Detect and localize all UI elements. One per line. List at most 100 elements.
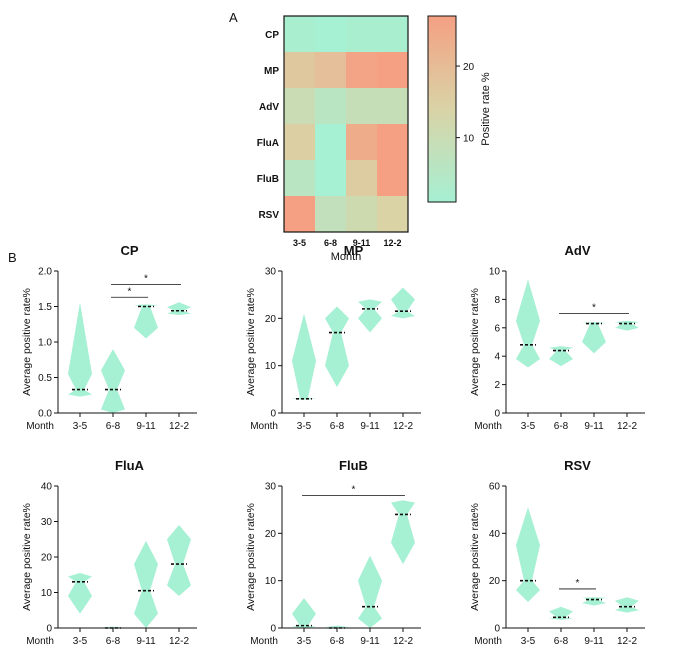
y-tick-label: 20: [489, 576, 501, 587]
y-tick-label: 20: [41, 553, 53, 564]
violin-shape: [549, 346, 573, 367]
x-tick-label: 3-5: [73, 421, 88, 432]
heatmap-cell: [284, 52, 316, 89]
heatmap-chart: CP MP AdV FluA FluB RSV 3-5 6-8 9-11 12-2 Month 20 1…: [257, 15, 492, 263]
heatmap-cell: [346, 16, 378, 53]
violin-shape: [167, 525, 191, 597]
heatmap-row-label: FluA: [257, 138, 279, 149]
heatmap-frame: [283, 15, 409, 233]
x-tick-label: 6-8: [106, 421, 121, 432]
violin-shape: [325, 306, 349, 387]
x-tick-label: 9-11: [136, 421, 156, 432]
y-tick-label: 10: [265, 576, 277, 587]
violin-shape: [516, 507, 540, 602]
heatmap-cell: [284, 88, 316, 125]
y-axis-title: Average positive rate%: [21, 503, 33, 611]
chart-title: FluA: [115, 458, 144, 473]
y-tick-label: 0: [494, 624, 500, 635]
violin-chart-cp: CP 0.0 0.5 1.0 1.5 2.0 3-5 6-8 9-11 12-2 Month Aver…: [21, 243, 197, 432]
y-tick-label: 0: [46, 624, 52, 635]
violin-chart-flua: FluA 0 10 20 30 40 3-5 6-8 9-11 12-2 Month Average …: [21, 458, 197, 647]
y-tick-label: 60: [489, 482, 501, 493]
y-axis-title: Average positive rate%: [469, 288, 481, 396]
violin-chart-flub: FluB 0 10 20 30 3-5 6-8 9-11 12-2 Month Average po…: [245, 458, 421, 647]
heatmap-cell: [284, 124, 316, 161]
x-tick-label: 6-8: [106, 636, 121, 647]
heatmap-cell: [377, 160, 409, 197]
x-tick-label: 12-2: [169, 421, 189, 432]
heatmap-cell: [377, 52, 409, 89]
y-tick-label: 0.5: [38, 373, 52, 384]
violin-shape: [615, 320, 639, 331]
colorbar-title: Positive rate %: [480, 72, 492, 146]
chart-title: MP: [344, 243, 364, 258]
y-tick-label: 8: [494, 295, 500, 306]
y-tick-label: 30: [265, 482, 277, 493]
y-tick-label: 2.0: [38, 267, 52, 278]
x-tick-label: 9-11: [584, 421, 604, 432]
y-tick-label: 0.0: [38, 409, 52, 420]
significance-marker: *: [352, 484, 356, 495]
heatmap-cell: [284, 16, 316, 53]
x-tick-label: 9-11: [136, 636, 156, 647]
violin-shape: [68, 572, 92, 614]
y-tick-label: 6: [494, 323, 500, 334]
y-axis-title: Average positive rate%: [469, 503, 481, 611]
violin-shape: [358, 555, 382, 628]
y-tick-label: 0: [494, 409, 500, 420]
violin-shape: [68, 302, 92, 397]
colorbar: [427, 15, 457, 203]
violin-shape: [549, 606, 573, 620]
x-tick-label: 12-2: [393, 636, 413, 647]
panel-a-label: A: [229, 10, 238, 25]
violin-shape: [582, 597, 606, 606]
y-tick-label: 10: [265, 361, 277, 372]
violin-shape: [391, 287, 415, 319]
y-tick-label: 4: [494, 352, 500, 363]
violin-shape: [167, 302, 191, 316]
heatmap-col-label: 6-8: [324, 238, 337, 248]
heatmap-cell: [346, 124, 378, 161]
y-tick-label: 20: [265, 529, 277, 540]
x-tick-label: 3-5: [521, 421, 536, 432]
heatmap-cell: [377, 196, 409, 233]
heatmap-cell: [284, 160, 316, 197]
y-tick-label: 10: [41, 588, 53, 599]
heatmap-cell: [315, 88, 347, 125]
y-tick-label: 1.0: [38, 338, 52, 349]
x-tick-label: 6-8: [330, 636, 345, 647]
heatmap-cell: [315, 160, 347, 197]
violin-chart-adv: AdV 0 2 4 6 8 10 3-5 6-8 9-11 12-2 Month Average pos…: [469, 243, 645, 432]
x-tick-label: 6-8: [554, 636, 569, 647]
heatmap-cell: [346, 196, 378, 233]
x-axis-title: Month: [250, 636, 278, 647]
y-axis-title: Average positive rate%: [245, 503, 257, 611]
colorbar-tick-label: 10: [463, 134, 475, 145]
heatmap-cell: [315, 124, 347, 161]
y-tick-label: 0: [270, 409, 276, 420]
heatmap-row-label: MP: [264, 66, 279, 77]
heatmap-row-label: RSV: [258, 210, 279, 221]
x-tick-label: 12-2: [617, 421, 637, 432]
violin-shape: [292, 313, 316, 400]
heatmap-cell: [377, 124, 409, 161]
x-tick-label: 3-5: [297, 636, 312, 647]
violin-shape: [391, 500, 415, 565]
y-tick-label: 30: [41, 517, 53, 528]
chart-title: FluB: [339, 458, 368, 473]
violin-shape: [101, 349, 125, 413]
x-tick-label: 6-8: [330, 421, 345, 432]
x-axis-title: Month: [26, 421, 54, 432]
heatmap-x-title: Month: [331, 251, 362, 263]
x-tick-label: 6-8: [554, 421, 569, 432]
y-tick-label: 0: [270, 624, 276, 635]
heatmap-col-label: 12-2: [383, 238, 401, 248]
y-tick-label: 20: [265, 314, 277, 325]
x-axis-title: Month: [474, 421, 502, 432]
x-tick-label: 3-5: [73, 636, 88, 647]
y-axis-title: Average positive rate%: [245, 288, 257, 396]
y-tick-label: 10: [489, 267, 501, 278]
significance-marker: *: [144, 273, 148, 284]
heatmap-cell: [346, 52, 378, 89]
heatmap-col-label: 9-11: [353, 238, 371, 248]
